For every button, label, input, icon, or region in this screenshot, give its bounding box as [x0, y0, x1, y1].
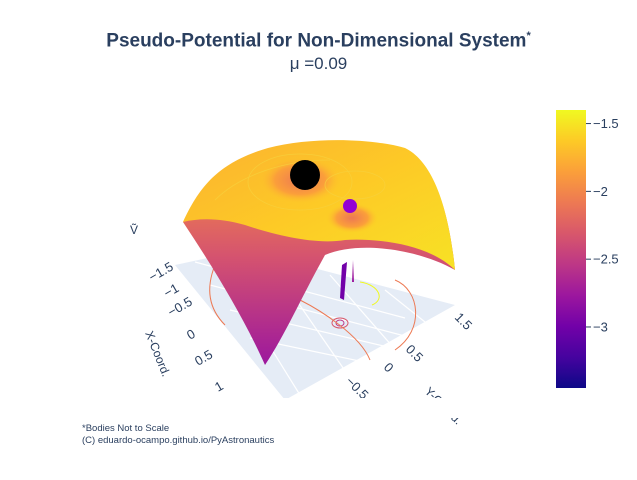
scene-clip-mask: [0, 398, 540, 418]
chart-title: Pseudo-Potential for Non-Dimensional Sys…: [0, 30, 637, 52]
z-axis-label: Ṽ: [130, 223, 138, 237]
secondary-spike: [352, 260, 354, 282]
surface-contours: [214, 153, 386, 211]
colorbar-tick-label: −2.5: [593, 252, 619, 267]
secondary-body[interactable]: [343, 199, 357, 213]
colorbar-bar: [556, 110, 586, 388]
y-tick: 0.5: [403, 342, 426, 365]
chart-subtitle: μ =0.09: [289, 54, 348, 73]
y-tick: 1.5: [452, 310, 475, 333]
x-tick: 1: [212, 378, 226, 395]
colorbar-tick-label: −3: [593, 319, 608, 334]
footnote-scale-note: *Bodies Not to Scale: [82, 423, 170, 434]
colorbar[interactable]: −1.5 −2 −2.5 −3: [556, 110, 619, 388]
colorbar-tick-label: −2: [593, 184, 608, 199]
primary-body[interactable]: [290, 160, 320, 190]
footnote-credit: (C) eduardo-ocampo.github.io/PyAstronaut…: [82, 435, 275, 446]
secondary-well: [326, 203, 378, 233]
colorbar-ticks: −1.5 −2 −2.5 −3: [586, 116, 619, 334]
floor-contours: [209, 264, 417, 361]
chart-title-text: Pseudo-Potential for Non-Dimensional Sys…: [106, 30, 527, 52]
y-tick: −0.5: [343, 374, 372, 403]
footnote: *Bodies Not to Scale (C) eduardo-ocampo.…: [82, 423, 274, 447]
primary-spike: [340, 262, 347, 300]
y-tick: 0: [381, 360, 397, 376]
x-tick: 0: [184, 326, 198, 343]
x-tick: −1: [161, 280, 181, 300]
x-axis-label: X-Coord.: [142, 329, 173, 379]
colorbar-tick-label: −1.5: [593, 116, 619, 131]
title-footnote-marker: *: [526, 30, 531, 42]
x-tick: 0.5: [192, 347, 215, 369]
